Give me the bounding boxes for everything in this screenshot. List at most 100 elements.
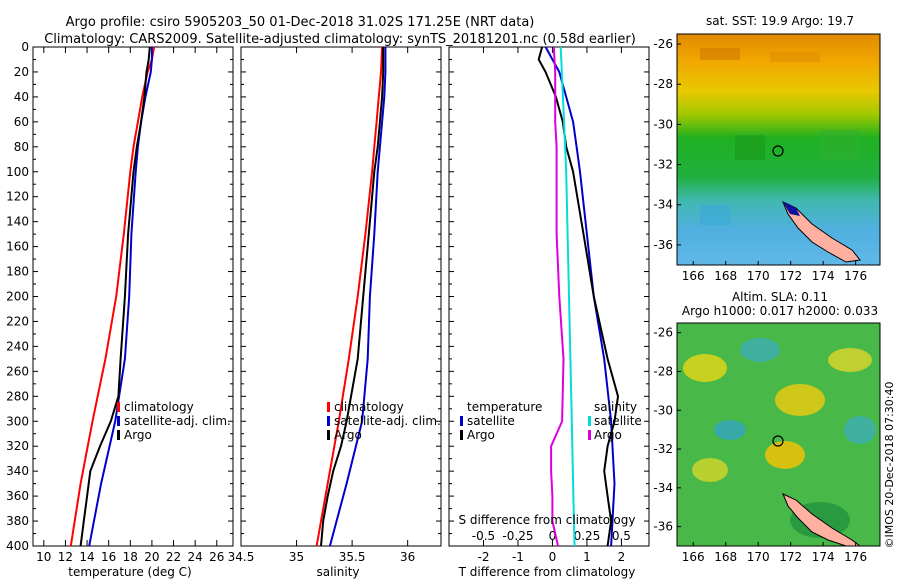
depth-tick-label: 300 <box>6 414 29 428</box>
legend-satellite: satellite <box>467 414 515 428</box>
sst-patch <box>820 130 860 160</box>
depth-tick-label: 360 <box>6 489 29 503</box>
series-t-argo <box>537 46 620 547</box>
sla-map-subtitle: Argo h1000: 0.017 h2000: 0.033 <box>682 304 878 318</box>
temperature-xlabel: temperature (deg C) <box>68 565 191 579</box>
temperature-plot-frame <box>32 46 234 547</box>
s-difference-x-axis: -0.5 -0.25 0 0.25 0.5 <box>472 529 631 543</box>
legend-temperature: temperature <box>467 400 542 414</box>
sla-blob-yellow <box>692 458 728 482</box>
sla-map-frame <box>676 322 881 547</box>
depth-tick-label: 240 <box>6 339 29 353</box>
map-x-tick-label: 166 <box>682 269 705 283</box>
difference-panel: -2 -1 0 1 2 -0.5 -0.25 0 0.25 0.5 S difference f… <box>448 46 650 579</box>
series-climatology <box>69 46 156 547</box>
x-tick-label: -2 <box>477 550 489 564</box>
x-tick-label: 26 <box>209 550 224 564</box>
x-tick-label: 1 <box>583 550 591 564</box>
map-x-tick-label: 170 <box>747 550 770 564</box>
difference-series <box>537 46 620 547</box>
x-tick-label: 16 <box>101 550 116 564</box>
sla-blob-yellow <box>775 384 825 416</box>
map-x-tick-label: 168 <box>714 269 737 283</box>
depth-tick-label: 80 <box>14 140 29 154</box>
sla-blob-teal <box>714 420 746 440</box>
series-s-satellite <box>559 46 576 547</box>
salinity-xlabel: salinity <box>316 565 359 579</box>
x-tick-label: 36 <box>400 550 415 564</box>
depth-tick-label: 280 <box>6 389 29 403</box>
legend-argo: Argo <box>334 428 362 442</box>
map-x-tick-label: 166 <box>682 550 705 564</box>
depth-tick-label: 380 <box>6 514 29 528</box>
x-tick-label: 18 <box>123 550 138 564</box>
s-tick-label: -0.25 <box>502 529 533 543</box>
legend-salinity: salinity <box>594 400 637 414</box>
depth-tick-label: 320 <box>6 439 29 453</box>
sst-map-axes: 166 168 170 172 174 176 -26 -28 -30 -32 -34 -36 <box>653 37 867 283</box>
t-difference-xlabel: T difference from climatology <box>458 565 636 579</box>
depth-tick-label: 20 <box>14 65 29 79</box>
sst-map-title: sat. SST: 19.9 Argo: 19.7 <box>706 14 854 28</box>
depth-tick-label: 60 <box>14 115 29 129</box>
x-tick-label: 14 <box>79 550 94 564</box>
sla-blob-yellow <box>765 441 805 469</box>
temperature-series <box>69 46 156 547</box>
sst-patch <box>700 205 730 225</box>
sst-patch <box>735 135 765 160</box>
map-y-tick-label: -26 <box>653 37 673 51</box>
salinity-plot-frame <box>240 46 442 547</box>
argo-location-marker <box>772 145 784 157</box>
legend-satellite: satellite <box>594 414 642 428</box>
legend-swatch-argo <box>117 430 120 440</box>
map-x-tick-label: 168 <box>714 550 737 564</box>
series-satellite-adj-clim- <box>88 47 153 547</box>
difference-legend-salinity: salinity satellite Argo <box>588 400 642 442</box>
sst-map-panel: sat. SST: 19.9 Argo: 19.7 166 168 170 172 17… <box>653 14 881 283</box>
map-x-tick-label: 176 <box>844 550 867 564</box>
depth-tick-label: 120 <box>6 190 29 204</box>
legend-satellite: satellite-adj. clim. <box>334 414 441 428</box>
depth-tick-label: 160 <box>6 240 29 254</box>
copyright-stamp: ©IMOS 20-Dec-2018 07:30:40 <box>883 382 896 549</box>
map-y-tick-label: -36 <box>653 520 673 534</box>
depth-tick-label: 40 <box>14 90 29 104</box>
sla-blob-teal <box>740 338 780 362</box>
series-argo <box>79 46 151 547</box>
depth-tick-label: 140 <box>6 215 29 229</box>
depth-tick-label: 220 <box>6 314 29 328</box>
series-climatology <box>315 46 384 547</box>
series-argo <box>320 47 385 547</box>
temperature-legend: climatology satellite-adj. clim. Argo <box>117 400 231 442</box>
legend-argo: Argo <box>467 428 495 442</box>
map-y-tick-label: -34 <box>653 198 673 212</box>
sla-map-panel: Altim. SLA: 0.11 Argo h1000: 0.017 h2000… <box>653 290 881 564</box>
difference-plot-frame <box>448 46 650 547</box>
legend-swatch-sat-salinity <box>588 416 591 426</box>
salinity-legend: climatology satellite-adj. clim. Argo <box>327 400 441 442</box>
legend-climatology: climatology <box>334 400 404 414</box>
sla-map-title: Altim. SLA: 0.11 <box>732 290 828 304</box>
x-tick-label: 34.5 <box>228 550 255 564</box>
s-tick-label: -0.5 <box>472 529 495 543</box>
x-tick-label: 0 <box>549 550 557 564</box>
temperature-panel: 0 20 40 60 80 100 120 140 160 180 200 220 240 260 280 3… <box>6 40 234 579</box>
map-y-tick-label: -28 <box>653 77 673 91</box>
x-tick-label: 20 <box>144 550 159 564</box>
map-x-tick-label: 176 <box>844 269 867 283</box>
x-tick-label: 10 <box>36 550 51 564</box>
map-y-tick-label: -32 <box>653 442 673 456</box>
legend-satellite: satellite-adj. clim. <box>124 414 231 428</box>
legend-swatch-satellite <box>327 416 330 426</box>
legend-swatch-argo <box>327 430 330 440</box>
sla-blobs <box>683 338 876 538</box>
x-tick-label: 35 <box>289 550 304 564</box>
map-x-tick-label: 170 <box>747 269 770 283</box>
sst-map-frame <box>676 33 881 266</box>
x-tick-label: 24 <box>188 550 203 564</box>
map-y-tick-label: -28 <box>653 364 673 378</box>
legend-argo: Argo <box>124 428 152 442</box>
salinity-series <box>315 46 387 547</box>
legend-argo: Argo <box>594 428 622 442</box>
